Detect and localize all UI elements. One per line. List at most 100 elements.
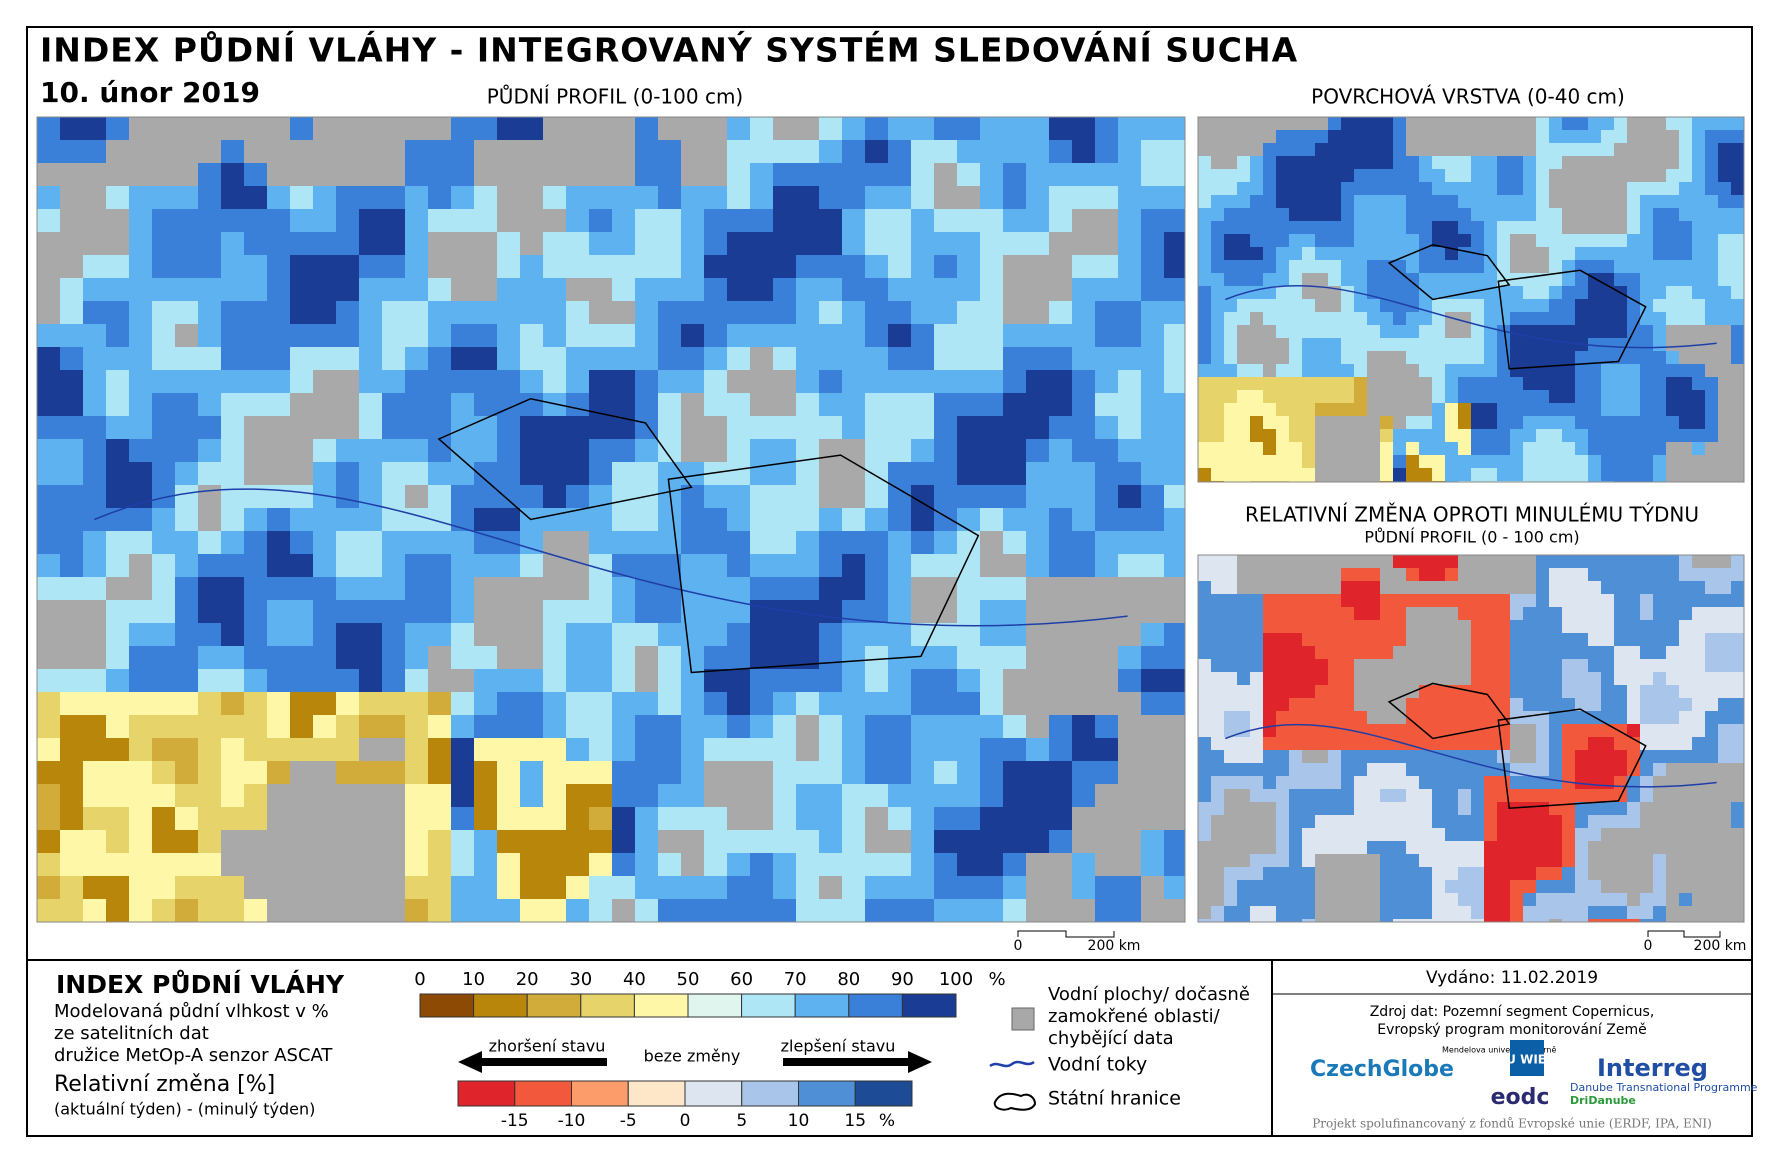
map-cell: [1588, 234, 1601, 247]
map-cell: [1354, 338, 1367, 351]
map-cell: [1302, 468, 1315, 481]
map-cell: [359, 554, 382, 577]
map-cell: [1692, 607, 1705, 620]
map-cell: [1653, 607, 1666, 620]
map-cell: [1302, 763, 1315, 776]
map-cell: [336, 209, 359, 232]
map-cell: [428, 301, 451, 324]
map-cell: [129, 278, 152, 301]
map-cell: [727, 186, 750, 209]
map-cell: [1198, 403, 1211, 416]
map-cell: [1562, 143, 1575, 156]
map-cell: [83, 278, 106, 301]
map-cell: [198, 209, 221, 232]
map-cell: [1666, 169, 1679, 182]
map-cell: [980, 853, 1003, 876]
map-cell: [1718, 685, 1731, 698]
map-cell: [980, 117, 1003, 140]
map-cell: [83, 370, 106, 393]
map-cell: [497, 301, 520, 324]
map-cell: [428, 577, 451, 600]
map-cell: [1536, 698, 1549, 711]
map-cell: [1497, 698, 1510, 711]
map-cell: [1302, 143, 1315, 156]
scale-label: 5: [736, 1111, 747, 1131]
map-cell: [1458, 286, 1471, 299]
map-cell: [1328, 594, 1341, 607]
map-cell: [1653, 364, 1666, 377]
map-cell: [359, 600, 382, 623]
map-cell: [1471, 672, 1484, 685]
map-cell: [1164, 692, 1185, 715]
map-cell: [1211, 312, 1224, 325]
map-cell: [1289, 880, 1302, 893]
map-cell: [198, 830, 221, 853]
map-cell: [405, 899, 428, 922]
map-cell: [1341, 156, 1354, 169]
map-cell: [1445, 156, 1458, 169]
map-cell: [37, 738, 60, 761]
map-cell: [1341, 351, 1354, 364]
map-cell: [1432, 390, 1445, 403]
map-cell: [566, 508, 589, 531]
map-cell: [1653, 208, 1666, 221]
map-cell: [1354, 364, 1367, 377]
map-cell: [1497, 299, 1510, 312]
map-cell: [1510, 429, 1523, 442]
map-cell: [635, 899, 658, 922]
map-cell: [474, 830, 497, 853]
map-cell: [1237, 455, 1250, 468]
map-cell: [1458, 802, 1471, 815]
map-cell: [980, 370, 1003, 393]
map-cell: [267, 715, 290, 738]
map-cell: [1523, 299, 1536, 312]
map-cell: [773, 324, 796, 347]
map-cell: [1536, 143, 1549, 156]
map-cell: [1484, 182, 1497, 195]
map-cell: [1315, 737, 1328, 750]
map-cell: [1250, 377, 1263, 390]
map-cell: [1458, 685, 1471, 698]
map-cell: [451, 531, 474, 554]
map-cell: [152, 301, 175, 324]
map-cell: [106, 186, 129, 209]
map-cell: [1536, 390, 1549, 403]
map-cell: [1705, 156, 1718, 169]
map-cell: [382, 301, 405, 324]
map-cell: [957, 692, 980, 715]
map-cell: [1237, 403, 1250, 416]
map-cell: [152, 485, 175, 508]
map-cell: [1705, 620, 1718, 633]
map-cell: [543, 232, 566, 255]
map-cell: [1419, 338, 1432, 351]
map-cell: [1393, 555, 1406, 568]
map-cell: [1095, 899, 1118, 922]
map-cell: [1614, 581, 1627, 594]
map-cell: [934, 807, 957, 830]
map-cell: [1276, 169, 1289, 182]
map-cell: [1380, 455, 1393, 468]
map-cell: [1432, 568, 1445, 581]
map-cell: [1211, 750, 1224, 763]
water-symbol: [1011, 1007, 1035, 1031]
map-cell: [1601, 594, 1614, 607]
map-cell: [1341, 299, 1354, 312]
scale-line: [1017, 930, 1115, 938]
map-cell: [221, 370, 244, 393]
map-cell: [1614, 750, 1627, 763]
map-cell: [1679, 130, 1692, 143]
map-cell: [37, 140, 60, 163]
map-cell: [1118, 393, 1141, 416]
map-cell: [1471, 312, 1484, 325]
map-cell: [1653, 763, 1666, 776]
map-cell: [1679, 260, 1692, 273]
map-cell: [1653, 620, 1666, 633]
map-cell: [1406, 273, 1419, 286]
map-cell: [1562, 429, 1575, 442]
map-cell: [1237, 156, 1250, 169]
map-cell: [451, 462, 474, 485]
map-cell: [83, 577, 106, 600]
map-cell: [1731, 182, 1744, 195]
map-cell: [1250, 286, 1263, 299]
map-cell: [267, 232, 290, 255]
